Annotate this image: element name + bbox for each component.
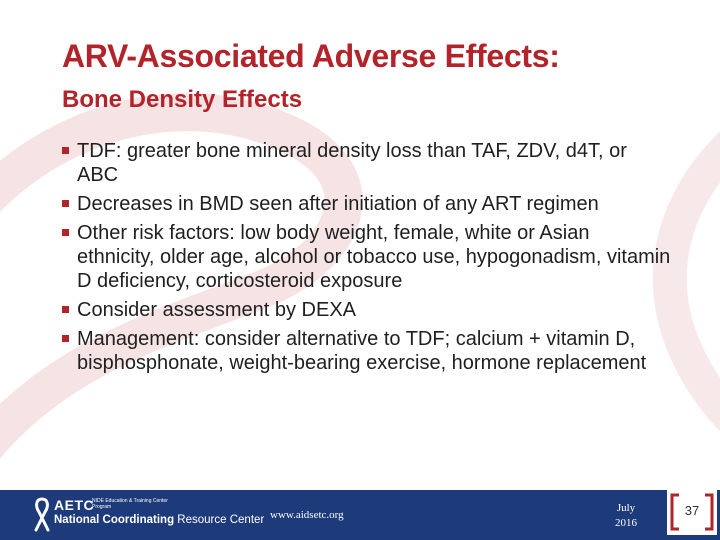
- square-bullet-icon: [62, 335, 69, 342]
- bullet-text: Consider assessment by DEXA: [77, 299, 357, 321]
- aetc-logo: AETC NIDE Education & Training Center Pr…: [30, 495, 264, 535]
- footer-url-link[interactable]: www.aidsetc.org: [270, 509, 344, 521]
- footer-date: July 2016: [605, 501, 647, 531]
- square-bullet-icon: [62, 229, 69, 236]
- bullet-item: Management: consider alternative to TDF;…: [62, 327, 672, 375]
- page-number: 37: [684, 503, 700, 518]
- footer-bar: AETC NIDE Education & Training Center Pr…: [0, 490, 720, 540]
- slide-title: ARV-Associated Adverse Effects:: [62, 38, 560, 74]
- logo-acronym: AETC: [54, 497, 95, 513]
- bullet-text: Management: consider alternative to TDF;…: [77, 328, 647, 374]
- page-number-bracket-icon: [667, 489, 717, 535]
- slide-subtitle: Bone Density Effects: [62, 86, 303, 113]
- bullet-item: Consider assessment by DEXA: [62, 298, 672, 322]
- square-bullet-icon: [62, 200, 69, 207]
- logo-center-name: National Coordinating Resource Center: [54, 514, 264, 526]
- square-bullet-icon: [62, 306, 69, 313]
- bullet-text: Decreases in BMD seen after initiation o…: [77, 193, 599, 215]
- logo-name-rest: Resource Center: [174, 514, 265, 526]
- bullet-text: TDF: greater bone mineral density loss t…: [77, 140, 627, 186]
- footer-date-year: 2016: [615, 517, 637, 529]
- logo-name-bold: National Coordinating: [54, 514, 175, 526]
- bullet-list: TDF: greater bone mineral density loss t…: [62, 139, 672, 380]
- bullet-text: Other risk factors: low body weight, fem…: [77, 222, 671, 292]
- bullet-item: Decreases in BMD seen after initiation o…: [62, 192, 672, 216]
- bullet-item: TDF: greater bone mineral density loss t…: [62, 139, 672, 187]
- logo-program-text: NIDE Education & Training Center Program: [92, 498, 168, 510]
- bullet-item: Other risk factors: low body weight, fem…: [62, 221, 672, 293]
- square-bullet-icon: [62, 147, 69, 154]
- aids-ribbon-logo-icon: [34, 497, 50, 532]
- footer-date-month: July: [616, 502, 636, 514]
